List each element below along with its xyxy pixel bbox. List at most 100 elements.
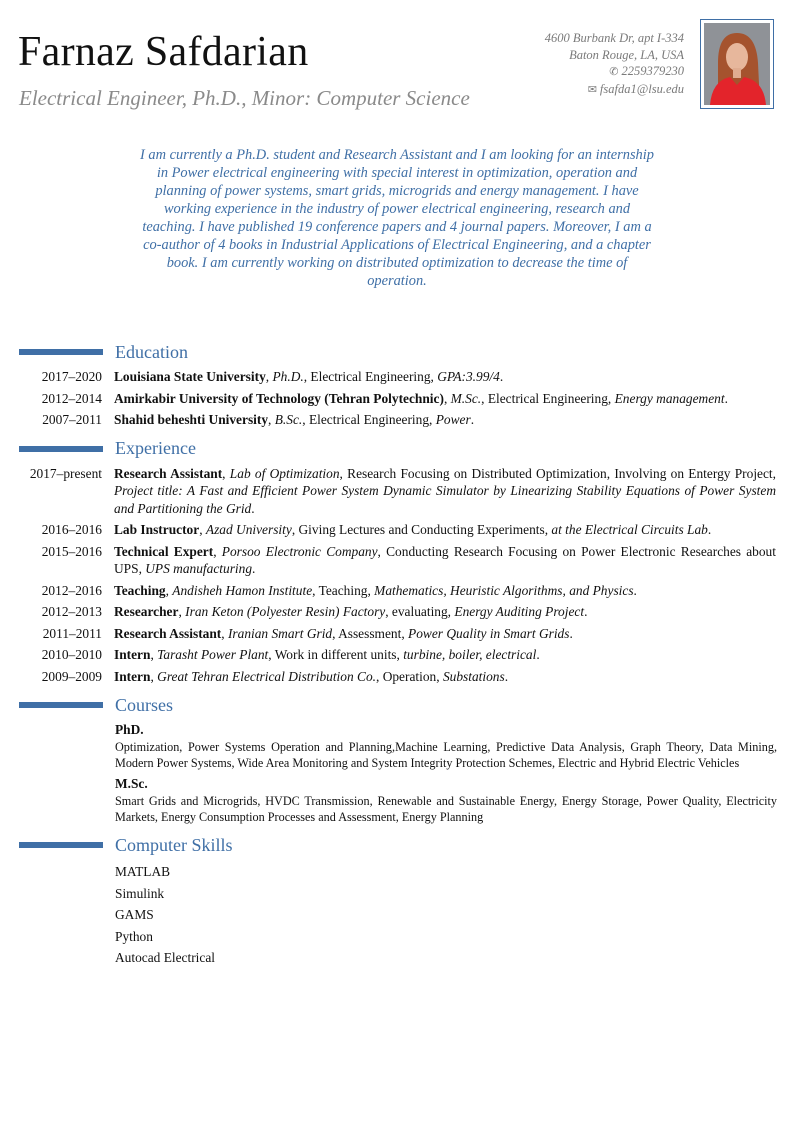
section-rule — [19, 349, 103, 355]
section-courses: Courses PhD. Optimization, Power Systems … — [0, 693, 794, 825]
entry-text: . — [584, 604, 588, 619]
courses-list: PhD. Optimization, Power Systems Operatio… — [0, 721, 794, 825]
entry-text: Porsoo Electronic Company — [221, 543, 378, 559]
skill-item: Autocad Electrical — [115, 950, 216, 966]
cv-entry: 2015–2016 Technical Expert, Porsoo Electr… — [0, 543, 794, 578]
entry-text: turbine, boiler, electrical — [403, 647, 537, 662]
entry-text: , — [221, 625, 228, 641]
envelope-icon: ✉ — [587, 83, 597, 96]
entry-text: Teaching — [114, 582, 166, 598]
entry-text: Azad University — [205, 522, 292, 537]
section-education: Education 2017–2020 Louisiana State Unive… — [0, 340, 794, 429]
education-list: 2017–2020 Louisiana State University, Ph.… — [0, 368, 794, 429]
section-title: Experience — [115, 438, 196, 458]
entry-text: Intern — [114, 668, 151, 684]
entry-text: , Electrical Engineering, — [302, 412, 436, 427]
entry-description: Intern, Tarasht Power Plant, Work in dif… — [114, 646, 776, 664]
mobile-phone-icon: ✆ — [609, 66, 619, 78]
cv-entry: 2012–2016 Teaching, Andisheh Hamon Instit… — [0, 582, 794, 600]
course-group-heading: M.Sc. — [115, 776, 148, 791]
entry-text: . — [633, 582, 637, 598]
section-title: Computer Skills — [115, 834, 233, 855]
entry-text: Iran Keton (Polyester Resin) Factory — [185, 604, 386, 619]
email-line: ✉ fsafda1@lsu.edu — [545, 81, 684, 99]
course-list: Smart Grids and Microgrids, HVDC Transmi… — [115, 794, 777, 824]
entry-text: , — [213, 543, 222, 559]
entry-text: , — [165, 582, 173, 598]
entry-text: . — [470, 412, 475, 427]
entry-text: GPA:3.99/4 — [437, 369, 500, 384]
entry-text: , Assessment, — [332, 625, 409, 641]
entry-date: 2010–2010 — [41, 647, 102, 662]
section-rule — [19, 842, 103, 848]
section-experience: Experience 2017–present Research Assistan… — [0, 437, 794, 686]
entry-text: , — [150, 647, 158, 662]
entry-text: . — [724, 390, 728, 406]
entry-description: Researcher, Iran Keton (Polyester Resin)… — [114, 603, 776, 621]
phone-line: ✆ 2259379230 — [545, 63, 684, 81]
entry-text: Researcher — [114, 604, 179, 619]
entry-text: , — [150, 668, 158, 684]
entry-description: Research Assistant, Lab of Optimization,… — [114, 465, 776, 518]
entry-date: 2007–2011 — [42, 412, 102, 427]
entry-text: . — [499, 369, 504, 384]
entry-text: B.Sc. — [274, 412, 303, 427]
entry-text: Research Assistant — [114, 465, 223, 481]
cv-entry: 2012–2013 Researcher, Iran Keton (Polyest… — [0, 603, 794, 621]
entry-text: Amirkabir University of Technology (Tehr… — [114, 390, 444, 406]
entry-text: Tarasht Power Plant — [157, 647, 269, 662]
entry-text: . — [251, 500, 255, 516]
entry-text: . — [707, 522, 712, 537]
entry-date: 2009–2009 — [41, 668, 102, 684]
contact-block: 4600 Burbank Dr, apt I-334 Baton Rouge, … — [545, 30, 684, 98]
entry-text: Power — [435, 412, 471, 427]
entry-date: 2016–2016 — [41, 522, 102, 537]
section-rule — [19, 702, 103, 708]
cv-entry: 2017–2020 Louisiana State University, Ph.… — [0, 368, 794, 386]
entry-text: Great Tehran Electrical Distribution Co. — [157, 668, 376, 684]
entry-date: 2017–2020 — [41, 369, 102, 384]
entry-text: Ph.D. — [272, 369, 304, 384]
experience-list: 2017–present Research Assistant, Lab of O… — [0, 465, 794, 686]
entry-text: Louisiana State University — [114, 369, 266, 384]
entry-text: , evaluating, — [385, 604, 455, 619]
entry-description: Teaching, Andisheh Hamon Institute, Teac… — [114, 582, 776, 600]
address-line: Baton Rouge, LA, USA — [569, 47, 684, 62]
entry-date: 2012–2014 — [41, 390, 102, 406]
cv-entry: 2011–2011 Research Assistant, Iranian Sma… — [0, 625, 794, 643]
entry-date: 2015–2016 — [41, 543, 102, 559]
skill-item: MATLAB — [115, 864, 171, 879]
cv-entry: 2017–present Research Assistant, Lab of O… — [0, 465, 794, 518]
entry-date: 2011–2011 — [42, 625, 102, 641]
entry-text: , Electrical Engineering, — [303, 369, 438, 384]
entry-date: 2012–2013 — [41, 604, 102, 619]
skills-list: MATLAB Simulink GAMS Python Autocad Electric… — [0, 861, 794, 969]
entry-text: Power Quality in Smart Grids — [408, 625, 570, 641]
course-list: Optimization, Power Systems Operation an… — [115, 740, 777, 770]
entry-text: at the Electrical Circuits Lab — [551, 522, 708, 537]
entry-description: Research Assistant, Iranian Smart Grid, … — [114, 625, 776, 643]
entry-text: , — [199, 522, 206, 537]
cv-entry: 2012–2014 Amirkabir University of Technol… — [0, 390, 794, 408]
section-rule — [19, 445, 103, 452]
entry-description: Amirkabir University of Technology (Tehr… — [114, 390, 776, 408]
cv-name: Farnaz Safdarian — [18, 29, 309, 75]
entry-text: , Electrical Engineering, — [481, 390, 615, 406]
entry-text: Project title: A Fast and Efficient Powe… — [114, 483, 776, 516]
entry-text: Research Assistant — [114, 625, 222, 641]
entry-description: Louisiana State University, Ph.D., Elect… — [114, 368, 776, 386]
entry-text: , Operation, — [376, 668, 443, 684]
entry-text: , — [222, 465, 230, 481]
entry-text: , — [443, 390, 451, 406]
entry-text: Lab of Optimization — [229, 465, 340, 481]
profile-photo — [700, 19, 774, 109]
entry-text: UPS manufacturing — [145, 561, 253, 576]
email-link[interactable]: fsafda1@lsu.edu — [599, 81, 684, 96]
entry-text: , Work in different units, — [268, 647, 404, 662]
entry-text: Iranian Smart Grid — [227, 625, 333, 641]
cv-entry: 2009–2009 Intern, Great Tehran Electrical… — [0, 668, 794, 686]
skill-item: GAMS — [115, 907, 154, 923]
entry-text: . — [504, 668, 509, 684]
entry-date: 2017–present — [29, 465, 102, 481]
summary: I am currently a Ph.D. student and Resea… — [140, 147, 654, 289]
